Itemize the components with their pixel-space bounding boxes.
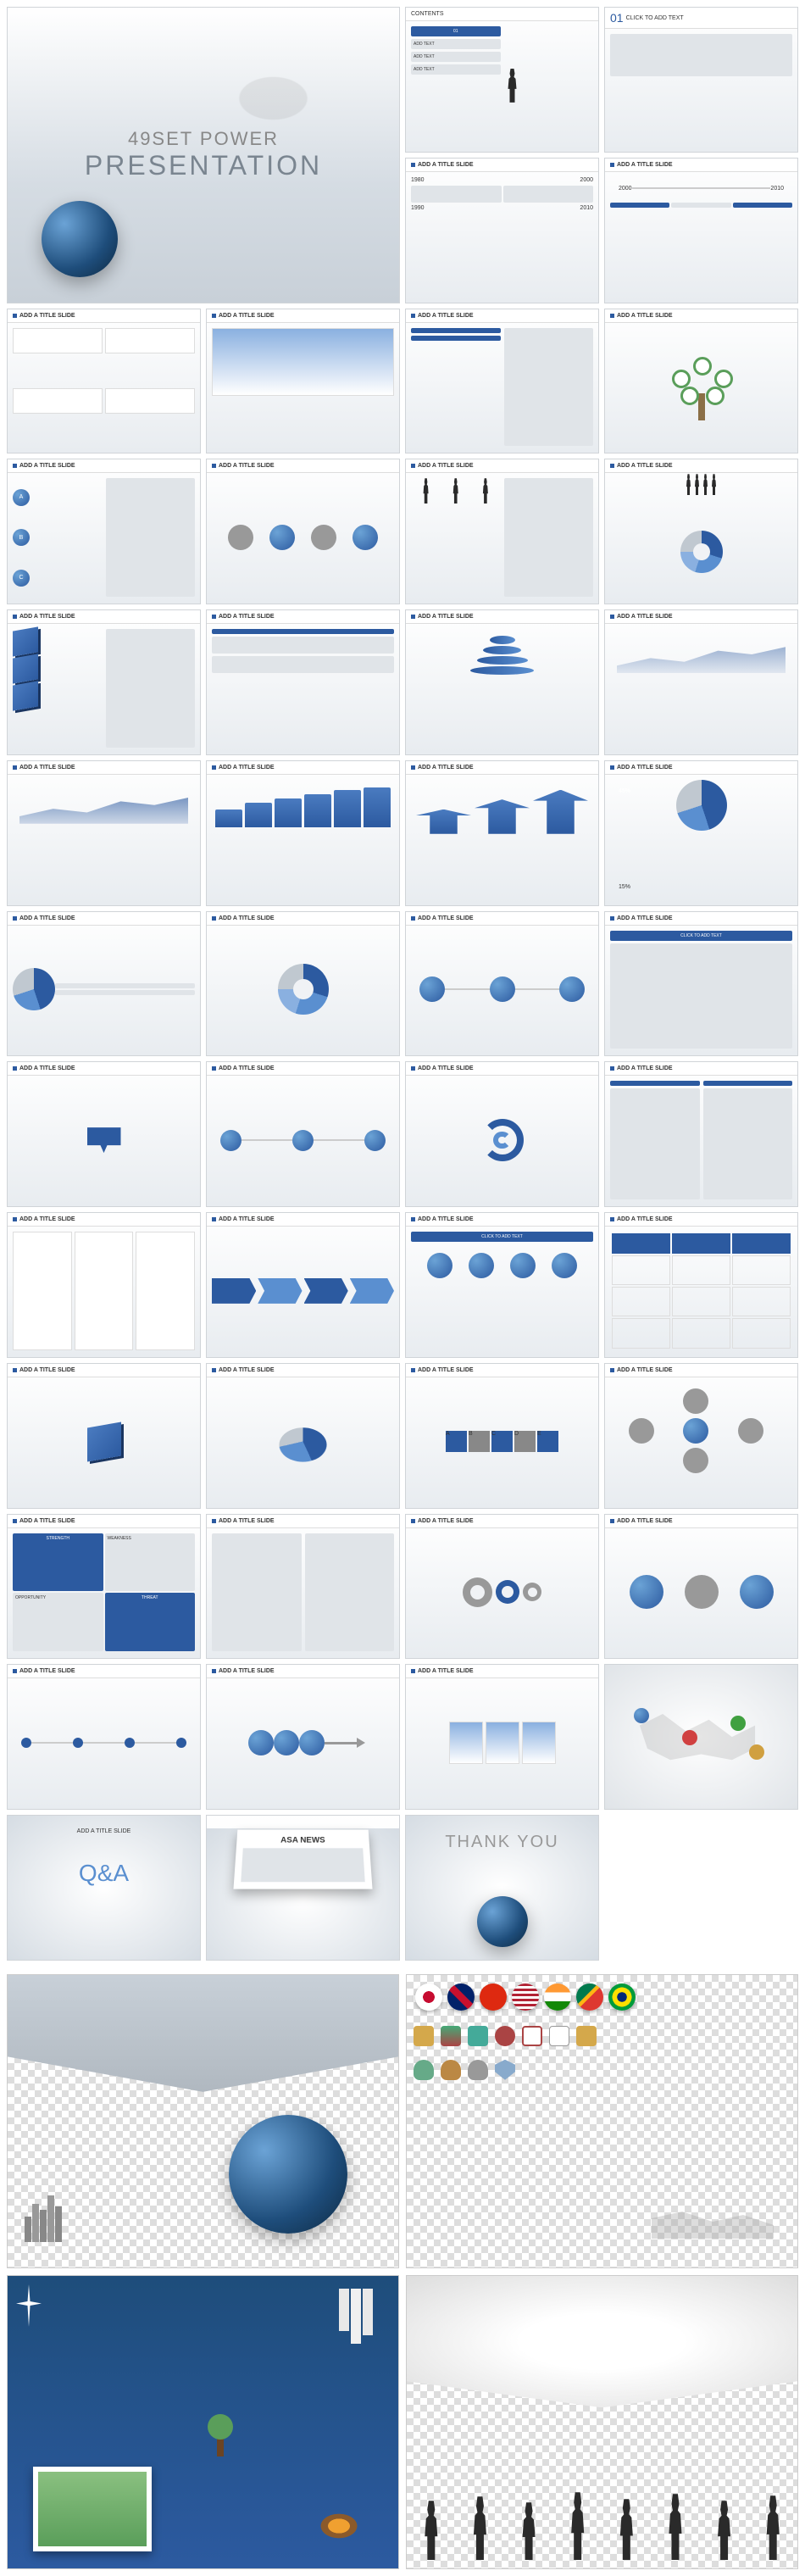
slide-32: ADD A TITLE SLIDE CLICK TO ADD TEXT — [405, 1212, 599, 1358]
slide-38: ADD A TITLE SLIDE STRENGTHWEAKNESSOPPORT… — [7, 1514, 201, 1660]
template-grid: 49SET POWER PRESENTATION CONTENTS 01ADD … — [0, 0, 805, 1967]
badge-icon — [495, 2026, 515, 2046]
slide-41: ADD A TITLE SLIDE — [604, 1514, 798, 1660]
person-silhouette — [613, 2499, 639, 2560]
slide-3: 01CLICK TO ADD TEXT — [604, 7, 798, 153]
person-silhouette — [467, 2496, 492, 2560]
flag-us — [512, 1983, 539, 2011]
slide-30: ADD A TITLE SLIDE — [7, 1212, 201, 1358]
flag-in — [544, 1983, 571, 2011]
contents-label: CONTENTS — [411, 11, 444, 17]
slide-44: ADD A TITLE SLIDE — [405, 1664, 599, 1810]
slide-14: ADD A TITLE SLIDE — [7, 609, 201, 755]
flag-uk — [447, 1983, 475, 2011]
slide-10: ADD A TITLE SLIDE ABC — [7, 459, 201, 604]
person-silhouette — [712, 2501, 737, 2560]
person-silhouette — [565, 2492, 591, 2560]
windmill-icon — [16, 2284, 42, 2327]
asset-globe — [7, 1974, 399, 2268]
slide-39: ADD A TITLE SLIDE — [206, 1514, 400, 1660]
slide-22: ADD A TITLE SLIDE — [7, 911, 201, 1057]
person-icon — [414, 2060, 434, 2080]
asset-silhouettes — [406, 2275, 798, 2569]
asset-panels — [0, 1967, 805, 2576]
slide-worldmap — [604, 1664, 798, 1810]
slide-43: ADD A TITLE SLIDE — [206, 1664, 400, 1810]
slide-42: ADD A TITLE SLIDE — [7, 1664, 201, 1810]
person-silhouette — [760, 2495, 786, 2560]
slide-33: ADD A TITLE SLIDE — [604, 1212, 798, 1358]
slide-37: ADD A TITLE SLIDE — [604, 1363, 798, 1509]
person-silhouette — [516, 2502, 541, 2560]
file-icon — [576, 2026, 597, 2046]
thank-text: THANK YOU — [406, 1816, 598, 1852]
slide-28: ADD A TITLE SLIDE — [405, 1061, 599, 1207]
folder-icon — [414, 2026, 434, 2046]
slide-8: ADD A TITLE SLIDE — [405, 309, 599, 454]
calendar-icon — [522, 2026, 542, 2046]
slide-4: ADD A TITLE SLIDE 1980200019902010 — [405, 158, 599, 303]
person-silhouette — [419, 2501, 444, 2560]
slide-qa: ADD A TITLE SLIDE Q&A — [7, 1815, 201, 1961]
slide-11: ADD A TITLE SLIDE — [206, 459, 400, 604]
slide-13: ADD A TITLE SLIDE — [604, 459, 798, 604]
slide-40: ADD A TITLE SLIDE — [405, 1514, 599, 1660]
slide-31: ADD A TITLE SLIDE — [206, 1212, 400, 1358]
flag-cn — [480, 1983, 507, 2011]
slide-17: ADD A TITLE SLIDE — [604, 609, 798, 755]
slide-thankyou: THANK YOU — [405, 1815, 599, 1961]
person-icon-2 — [441, 2060, 461, 2080]
slide-15: ADD A TITLE SLIDE — [206, 609, 400, 755]
slide-6: ADD A TITLE SLIDE — [7, 309, 201, 454]
asset-icons — [406, 1974, 798, 2268]
slide-contents: CONTENTS 01ADD TEXTADD TEXTADD TEXT — [405, 7, 599, 153]
slide-35: ADD A TITLE SLIDE — [206, 1363, 400, 1509]
slide-34: ADD A TITLE SLIDE — [7, 1363, 201, 1509]
slide-news: ASA NEWS — [206, 1815, 400, 1961]
pin-icon — [468, 2026, 488, 2046]
slide-9: ADD A TITLE SLIDE — [604, 309, 798, 454]
slide-7: ADD A TITLE SLIDE — [206, 309, 400, 454]
slide-26: ADD A TITLE SLIDE — [7, 1061, 201, 1207]
slide-19: ADD A TITLE SLIDE — [206, 760, 400, 906]
hero-slide: 49SET POWER PRESENTATION — [7, 7, 400, 303]
slide-29: ADD A TITLE SLIDE — [604, 1061, 798, 1207]
slide-12: ADD A TITLE SLIDE — [405, 459, 599, 604]
chart-icon — [441, 2026, 461, 2046]
flag-br — [608, 1983, 636, 2011]
qa-text: Q&A — [8, 1834, 200, 1887]
butterfly-icon — [314, 2509, 364, 2543]
person-silhouette — [663, 2494, 688, 2560]
globe-icon — [42, 201, 118, 277]
slide-16: ADD A TITLE SLIDE — [405, 609, 599, 755]
slide-27: ADD A TITLE SLIDE — [206, 1061, 400, 1207]
flag-kr — [415, 1983, 442, 2011]
slide-24: ADD A TITLE SLIDE — [405, 911, 599, 1057]
slide-25: ADD A TITLE SLIDE CLICK TO ADD TEXT — [604, 911, 798, 1057]
slide-5: ADD A TITLE SLIDE 20002010 — [604, 158, 798, 303]
slide-18: ADD A TITLE SLIDE — [7, 760, 201, 906]
shield-icon — [495, 2060, 515, 2080]
slide-21: ADD A TITLE SLIDE 45%15% — [604, 760, 798, 906]
note-icon — [549, 2026, 569, 2046]
flag-za — [576, 1983, 603, 2011]
slide-23: ADD A TITLE SLIDE — [206, 911, 400, 1057]
slide-20: ADD A TITLE SLIDE — [405, 760, 599, 906]
person-icon-3 — [468, 2060, 488, 2080]
slide-36: ADD A TITLE SLIDE ABCDE — [405, 1363, 599, 1509]
asset-eco — [7, 2275, 399, 2569]
